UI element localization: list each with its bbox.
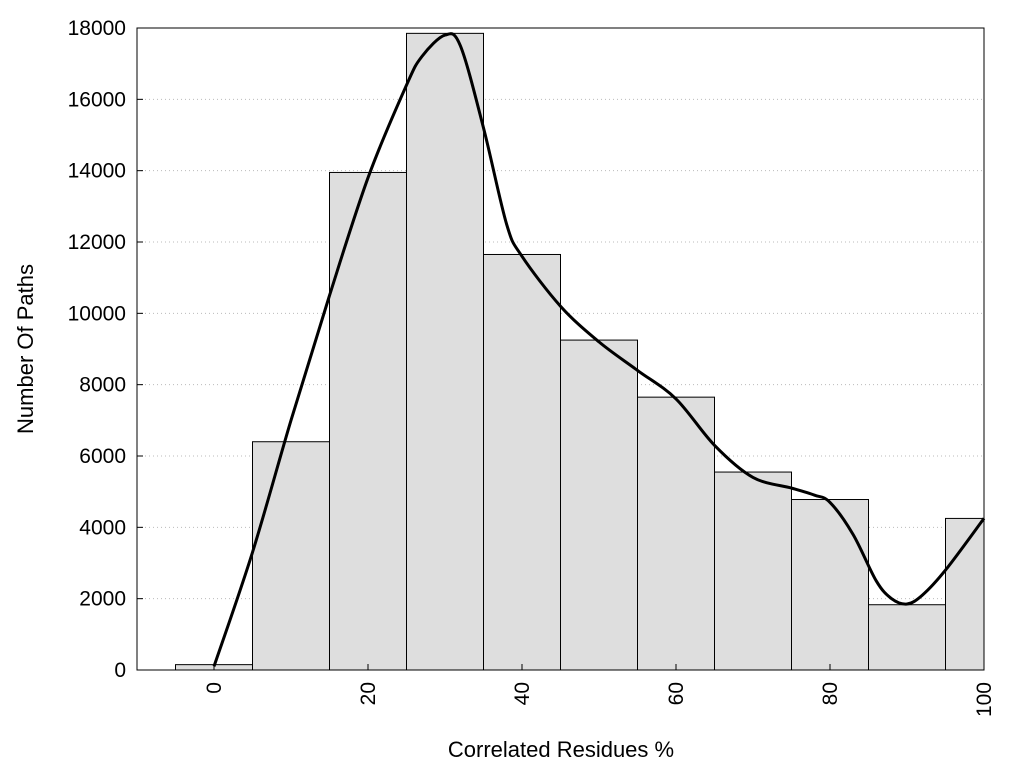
histogram-bar: [637, 396, 715, 671]
x-tick-label: 40: [511, 682, 534, 705]
histogram-bar: [945, 517, 985, 671]
histogram-bar: [329, 171, 407, 671]
y-tick-label: 0: [114, 659, 126, 682]
y-tick-label: 8000: [79, 374, 126, 397]
y-tick-label: 6000: [79, 445, 126, 468]
x-tick-label: 0: [203, 682, 226, 694]
y-axis-ticks: 0 2000 4000 6000 8000 10000 12000 14000 16000 180…: [68, 17, 143, 682]
y-tick-label: 12000: [68, 231, 126, 254]
y-tick-label: 10000: [68, 302, 126, 325]
x-tick-label: 20: [357, 682, 380, 705]
x-axis-ticks: 0 20 40 60 80 100: [203, 664, 996, 717]
x-axis-label: Correlated Residues %: [448, 737, 674, 762]
x-tick-label: 100: [973, 682, 996, 717]
histogram-bar: [252, 441, 330, 671]
histogram-bar: [714, 471, 792, 671]
y-tick-label: 18000: [68, 17, 126, 40]
histogram-bar: [406, 32, 484, 671]
x-tick-label: 60: [665, 682, 688, 705]
y-tick-label: 16000: [68, 88, 126, 111]
y-axis-label: Number Of Paths: [13, 264, 38, 434]
histogram-bar: [560, 339, 638, 671]
histogram-bar: [868, 604, 946, 671]
histogram-bar: [483, 253, 561, 671]
plot-frame: [136, 27, 985, 671]
density-curve: [212, 32, 986, 667]
histogram-bars: [175, 32, 985, 671]
y-tick-label: 2000: [79, 588, 126, 611]
y-tick-label: 4000: [79, 516, 126, 539]
y-tick-label: 14000: [68, 160, 126, 183]
x-tick-label: 80: [819, 682, 842, 705]
histogram-bar: [791, 499, 869, 671]
